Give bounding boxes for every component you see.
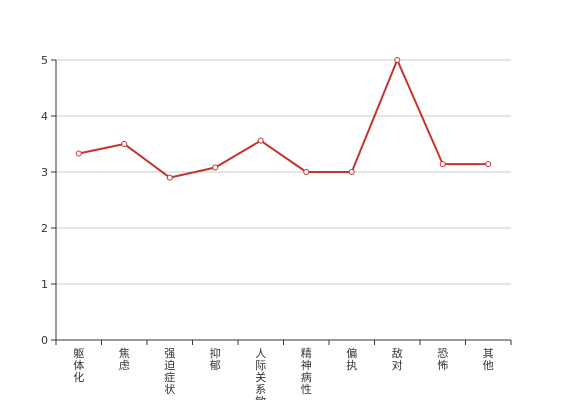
x-category-label: 偏执: [346, 346, 357, 372]
x-axis-category-labels: 躯体化 焦虑 强迫症状 抑郁 人际关系敏感 精神病性 偏执 敌对 恐怖 其他: [73, 346, 494, 400]
x-category-label: 强迫症状: [164, 347, 175, 396]
data-point: [121, 141, 128, 147]
data-point: [212, 164, 219, 171]
data-point: [485, 161, 492, 168]
data-point: [439, 161, 446, 168]
y-tick-label: 3: [41, 166, 48, 179]
axes: [51, 59, 512, 345]
y-tick-label: 1: [41, 278, 48, 291]
y-axis-tick-labels: 0 1 2 3 4 5: [41, 54, 48, 347]
x-category-label: 恐怖: [437, 347, 448, 372]
y-tick-label: 5: [41, 54, 48, 67]
series-layer: [75, 57, 492, 181]
series-line: [78, 59, 489, 179]
y-tick-label: 2: [41, 222, 48, 235]
data-point: [166, 174, 173, 181]
data-point: [394, 57, 401, 63]
x-category-label: 精神病性: [301, 347, 312, 396]
grid-lines: [56, 59, 511, 285]
x-category-label: 其他: [483, 347, 494, 372]
x-category-label: 焦虑: [119, 347, 130, 372]
x-category-label: 躯体化: [73, 347, 84, 384]
y-tick-label: 4: [41, 110, 48, 123]
data-point: [257, 137, 264, 144]
x-category-label: 抑郁: [210, 346, 221, 372]
data-point: [348, 169, 355, 175]
data-point: [303, 169, 310, 175]
x-category-label: 人际关系敏感: [255, 347, 266, 400]
data-point: [75, 150, 82, 157]
y-tick-label: 0: [41, 334, 48, 347]
x-category-label: 敌对: [392, 346, 403, 372]
